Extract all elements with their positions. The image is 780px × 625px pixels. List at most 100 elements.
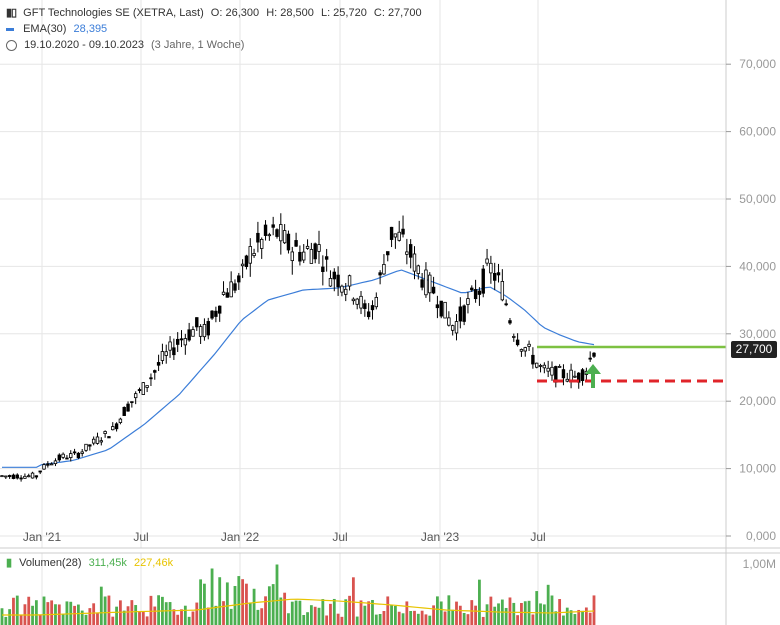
- volume-bar: [210, 568, 214, 625]
- y-tick-label: 70,000: [739, 57, 776, 71]
- candle-body: [344, 288, 348, 295]
- candle-body: [233, 283, 237, 291]
- volume-bar: [397, 611, 401, 625]
- volume-bar: [96, 613, 99, 625]
- candle-body: [328, 278, 333, 287]
- candle-body: [317, 244, 321, 252]
- candle-body: [279, 224, 283, 242]
- candle-body: [366, 311, 371, 318]
- candle-body: [168, 341, 172, 351]
- volume-bar: [229, 608, 233, 625]
- candle-body: [61, 453, 65, 458]
- chart-type-icon[interactable]: ▮▯: [6, 7, 17, 19]
- volume-bar: [88, 608, 92, 625]
- volume-bar: [520, 602, 523, 625]
- period-range: 19.10.2020 - 09.10.2023: [24, 39, 144, 51]
- volume-bar: [164, 602, 168, 625]
- ema-label: EMA(30): [23, 23, 67, 35]
- volume-bar: [195, 602, 199, 625]
- candle-body: [137, 389, 142, 392]
- volume-bar: [191, 611, 195, 625]
- candle-body: [378, 272, 382, 276]
- volume-bar: [61, 613, 65, 625]
- volume-bar: [214, 605, 218, 625]
- volume-bar: [12, 597, 15, 625]
- volume-bar: [409, 611, 413, 625]
- candle-body: [34, 475, 39, 478]
- volume-bar: [329, 603, 332, 625]
- candle-body: [19, 477, 23, 480]
- volume-bar: [569, 610, 573, 625]
- volume-bar: [298, 600, 302, 625]
- volume-bar: [401, 613, 405, 625]
- candle-body: [416, 265, 421, 274]
- candle-body: [198, 326, 203, 337]
- candle-body: [531, 354, 535, 365]
- candle-body: [485, 258, 489, 264]
- y-tick-label: 50,000: [739, 192, 776, 206]
- volume-legend[interactable]: ▮ Volumen(28) 311,45k 227,46k: [6, 556, 177, 570]
- volume-bar: [539, 603, 542, 625]
- candle-body: [447, 317, 451, 326]
- volume-bar: [573, 614, 577, 625]
- candle-body: [221, 291, 226, 295]
- volume-bar: [267, 586, 271, 625]
- candle-body: [431, 286, 436, 294]
- chart-grid: [0, 0, 726, 625]
- volume-bar: [497, 603, 500, 625]
- ema-line: [2, 269, 595, 468]
- volume-bar: [4, 616, 8, 625]
- candle-body: [412, 253, 417, 272]
- volume-bar: [73, 605, 76, 625]
- candle-body: [72, 451, 77, 454]
- candle-body: [191, 329, 195, 337]
- candle-body: [225, 292, 230, 298]
- volume-bar: [443, 611, 447, 625]
- candle-body: [38, 470, 42, 473]
- candle-body: [336, 274, 340, 288]
- volume-bar: [420, 610, 424, 625]
- period-info[interactable]: 19.10.2020 - 09.10.2023 (3 Jahre, 1 Woch…: [6, 38, 248, 52]
- candle-body: [382, 264, 386, 275]
- volume-bar: [271, 584, 275, 625]
- candle-body: [42, 464, 46, 470]
- volume-bar: [432, 605, 435, 625]
- volume-bar: [103, 596, 107, 625]
- volume-bar: [145, 616, 149, 625]
- volume-bar: [176, 614, 180, 625]
- candle-body: [538, 365, 543, 367]
- candle-body: [462, 305, 466, 322]
- candle-body: [290, 251, 294, 262]
- volume-bar: [382, 611, 386, 625]
- volume-bar: [309, 605, 313, 625]
- volume-bar: [390, 605, 393, 625]
- candle-body: [183, 338, 188, 346]
- candle-body: [389, 226, 394, 240]
- candle-body: [542, 364, 547, 369]
- close-value: C: 27,700: [373, 7, 422, 19]
- volume-bar: [287, 613, 290, 625]
- volume-bar: [206, 607, 210, 625]
- volume-bar: [245, 583, 248, 625]
- candle-body: [11, 474, 16, 479]
- ema-legend[interactable]: EMA(30) 28,395: [6, 22, 111, 36]
- volume-bar: [279, 597, 283, 625]
- volume-bar: [252, 588, 256, 625]
- volume-bar: [462, 612, 466, 625]
- x-tick-label: Jul: [332, 530, 347, 544]
- candle-body: [91, 438, 96, 444]
- volume-bar: [386, 596, 390, 625]
- candle-body: [15, 474, 19, 479]
- volume-bar: [283, 592, 287, 625]
- volume-bar: [413, 610, 416, 625]
- volume-bar: [344, 599, 348, 625]
- volume-bar: [531, 614, 535, 625]
- volume-bar: [455, 601, 458, 625]
- clock-icon: [6, 39, 17, 51]
- volume-bar: [424, 614, 428, 625]
- candle-body: [302, 251, 306, 261]
- candle-body: [179, 338, 184, 341]
- candle-body: [512, 336, 516, 338]
- candle-body: [133, 393, 138, 399]
- candle-body: [500, 281, 505, 301]
